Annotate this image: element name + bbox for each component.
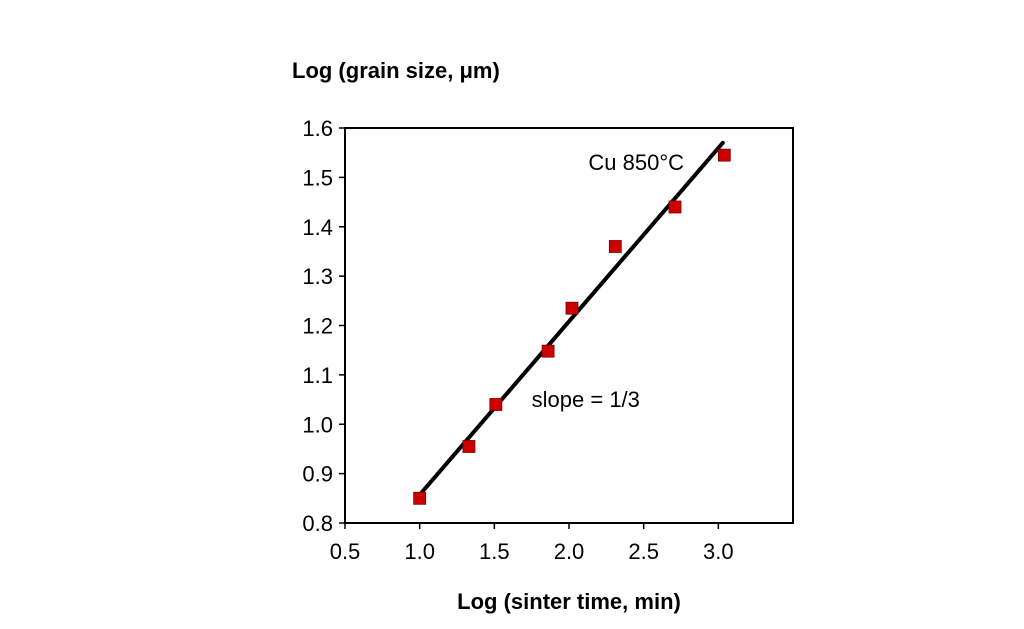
x-tick-label: 1.5 <box>479 539 510 564</box>
plot-frame <box>344 127 794 524</box>
data-point <box>413 491 427 505</box>
data-point <box>462 440 476 453</box>
y-tick-label: 1.2 <box>302 314 333 339</box>
y-tick-label: 1.3 <box>302 264 333 289</box>
y-tick-label: 1.1 <box>302 363 333 388</box>
annotation: slope = 1/3 <box>532 387 640 412</box>
data-point <box>489 398 503 411</box>
annotations: Cu 850°C slope = 1/3 <box>532 150 684 412</box>
y-tick-label: 1.5 <box>302 165 333 190</box>
x-axis-label: Log (sinter time, min) <box>457 589 681 614</box>
x-tick-label: 2.0 <box>554 539 585 564</box>
data-point <box>541 344 555 358</box>
y-tick-label: 1.4 <box>302 215 333 240</box>
annotation: Cu 850°C <box>588 150 684 175</box>
data-points <box>413 148 731 505</box>
data-point <box>565 301 579 315</box>
y-tick-label: 1.6 <box>302 116 333 141</box>
data-point <box>608 240 622 253</box>
y-tick-label: 0.8 <box>302 511 333 536</box>
data-point <box>717 148 731 162</box>
x-tick-label: 2.5 <box>628 539 659 564</box>
x-tick-label: 3.0 <box>703 539 734 564</box>
y-axis-label: Log (grain size, μm) <box>292 58 500 83</box>
y-tick-label: 0.9 <box>302 462 333 487</box>
x-tick-label: 1.0 <box>404 539 435 564</box>
y-tick-label: 1.0 <box>302 412 333 437</box>
x-ticks: 0.5 1.0 1.5 2.0 2.5 3.0 <box>330 523 734 564</box>
y-ticks: 0.8 0.9 1.0 1.1 1.2 1.3 1.4 1.5 1.6 <box>302 116 345 536</box>
x-tick-label: 0.5 <box>330 539 361 564</box>
data-point <box>668 200 682 214</box>
